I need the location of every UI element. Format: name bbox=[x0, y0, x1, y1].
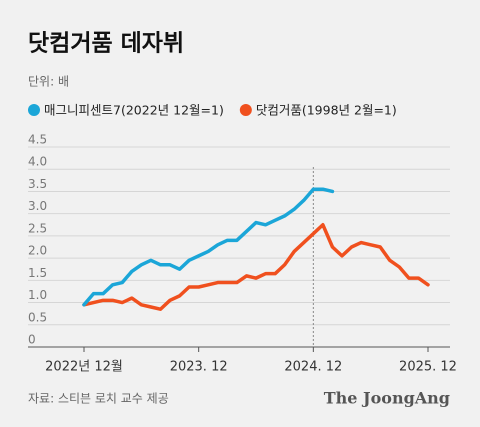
x-tick-label: 2025. 12 bbox=[399, 360, 457, 375]
subtitle: 단위: 배 bbox=[28, 75, 69, 89]
source: 자료: 스티븐 로치 교수 제공 bbox=[28, 392, 169, 406]
legend-swatch bbox=[239, 104, 252, 116]
legend-label: 닷컴거품(1998년 2월=1) bbox=[256, 103, 397, 118]
x-tick-label: 2022년 12월 bbox=[45, 360, 123, 375]
line-series bbox=[82, 223, 430, 311]
logo: The JoongAng bbox=[324, 389, 450, 408]
y-tick-label: 3.0 bbox=[28, 199, 47, 213]
y-tick-label: 0 bbox=[28, 333, 36, 347]
y-tick-label: 4.5 bbox=[28, 133, 47, 147]
x-tick-label: 2023. 12 bbox=[170, 360, 228, 375]
y-tick-label: 2.5 bbox=[28, 221, 47, 235]
y-tick-label: 3.5 bbox=[28, 177, 47, 191]
line-series bbox=[82, 187, 335, 307]
y-tick-label: 2.0 bbox=[28, 244, 47, 258]
chart-title: 닷컴거품 데자뷔 bbox=[28, 31, 184, 57]
y-tick-label: 1.0 bbox=[28, 288, 47, 302]
y-tick-label: 4.0 bbox=[28, 155, 47, 169]
legend-label: 매그니피센트7(2022년 12월=1) bbox=[44, 103, 224, 118]
legend-swatch bbox=[28, 104, 40, 116]
x-tick-label: 2024. 12 bbox=[284, 360, 342, 375]
y-tick-label: 1.5 bbox=[28, 266, 47, 280]
y-tick-label: 0.5 bbox=[28, 310, 47, 324]
